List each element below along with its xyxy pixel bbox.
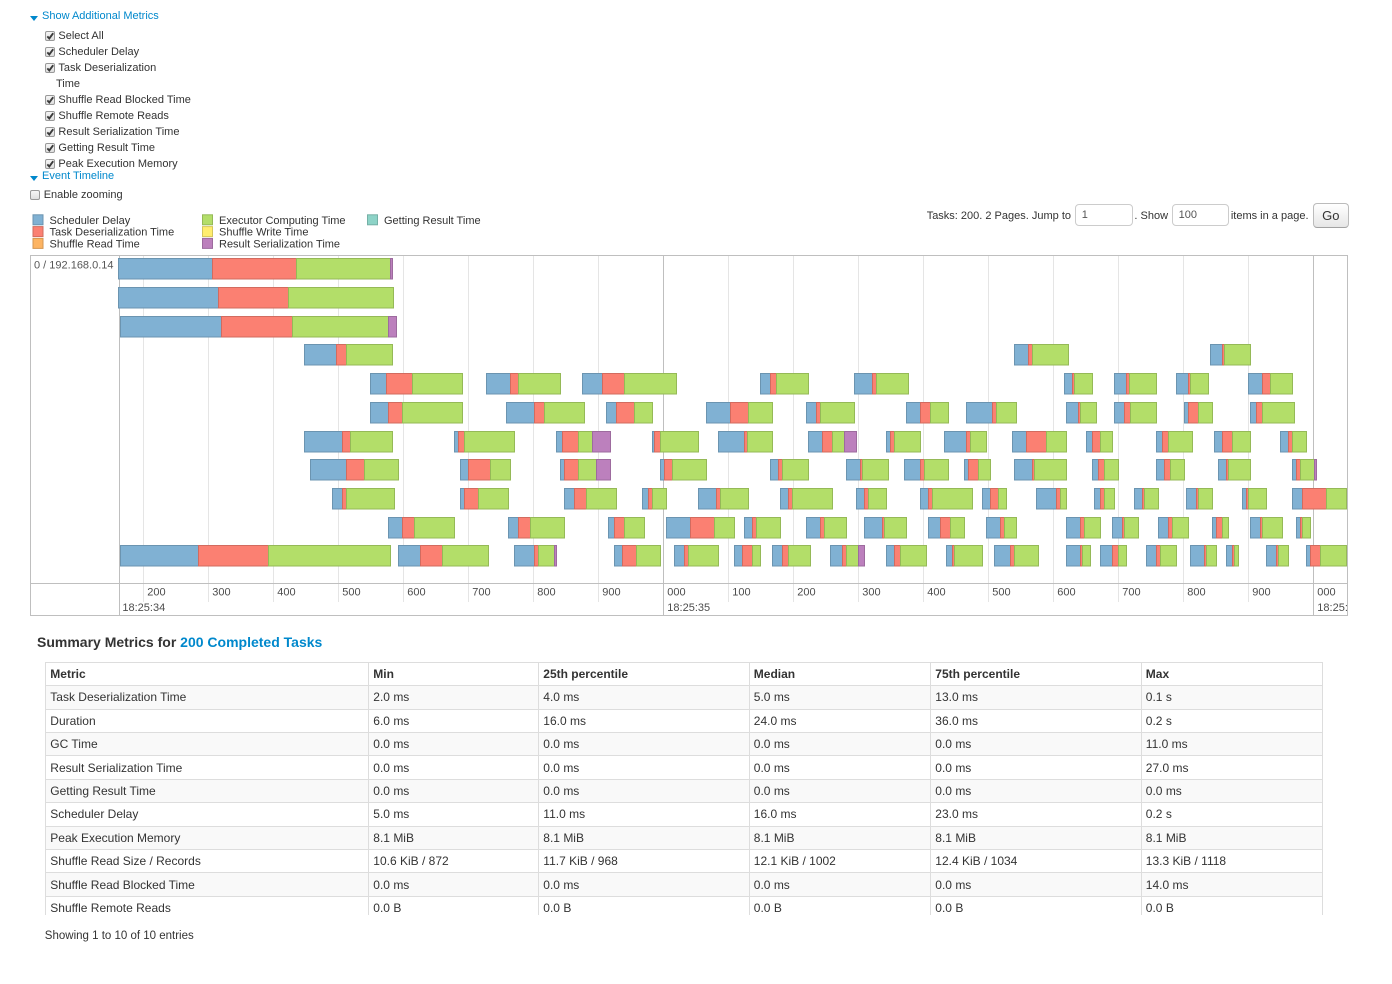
svg-text:0 / 192.168.0.14: 0 / 192.168.0.14 bbox=[34, 259, 114, 271]
svg-text:000: 000 bbox=[1317, 587, 1335, 599]
svg-text:300: 300 bbox=[862, 587, 880, 599]
svg-text:600: 600 bbox=[407, 587, 425, 599]
svg-text:18:25:36: 18:25:36 bbox=[1317, 602, 1348, 614]
svg-text:Task Deserialization Time: Task Deserialization Time bbox=[50, 227, 175, 239]
svg-text:700: 700 bbox=[1122, 587, 1140, 599]
svg-text:500: 500 bbox=[342, 587, 360, 599]
svg-text:800: 800 bbox=[1187, 587, 1205, 599]
svg-text:Result Serialization Time: Result Serialization Time bbox=[219, 238, 340, 250]
svg-text:900: 900 bbox=[602, 587, 620, 599]
svg-text:100: 100 bbox=[732, 587, 750, 599]
svg-text:200: 200 bbox=[147, 587, 165, 599]
svg-text:Executor Computing Time: Executor Computing Time bbox=[219, 215, 346, 227]
svg-text:800: 800 bbox=[537, 587, 555, 599]
svg-text:18:25:35: 18:25:35 bbox=[667, 602, 710, 614]
svg-text:400: 400 bbox=[927, 587, 945, 599]
svg-text:600: 600 bbox=[1057, 587, 1075, 599]
svg-text:700: 700 bbox=[472, 587, 490, 599]
svg-text:400: 400 bbox=[277, 587, 295, 599]
svg-text:500: 500 bbox=[992, 587, 1010, 599]
svg-text:300: 300 bbox=[212, 587, 230, 599]
svg-text:Getting Result Time: Getting Result Time bbox=[384, 215, 481, 227]
svg-text:18:25:34: 18:25:34 bbox=[122, 602, 165, 614]
svg-text:200: 200 bbox=[797, 587, 815, 599]
svg-text:000: 000 bbox=[667, 587, 685, 599]
svg-text:Shuffle Write Time: Shuffle Write Time bbox=[219, 227, 308, 239]
svg-text:Scheduler Delay: Scheduler Delay bbox=[50, 215, 131, 227]
svg-text:900: 900 bbox=[1252, 587, 1270, 599]
svg-text:Shuffle Read Time: Shuffle Read Time bbox=[50, 238, 140, 250]
